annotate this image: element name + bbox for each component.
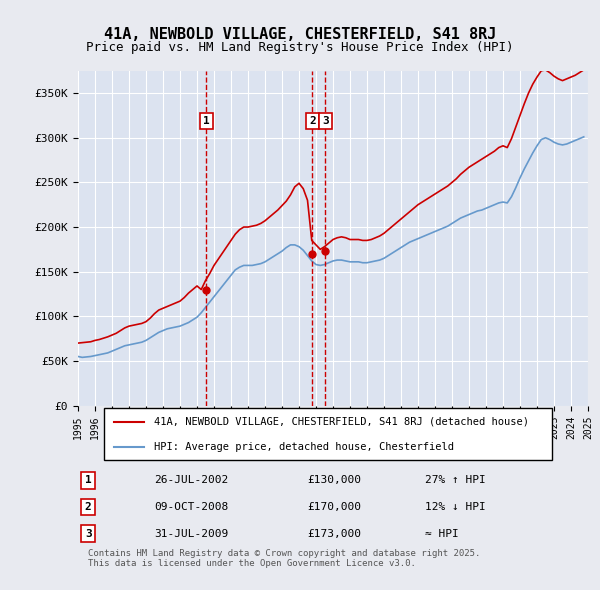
Text: 09-OCT-2008: 09-OCT-2008 [155, 502, 229, 512]
Text: 3: 3 [85, 529, 92, 539]
Text: 2: 2 [309, 116, 316, 126]
Text: 31-JUL-2009: 31-JUL-2009 [155, 529, 229, 539]
Text: 1: 1 [85, 476, 92, 486]
Text: 12% ↓ HPI: 12% ↓ HPI [425, 502, 485, 512]
Text: 27% ↑ HPI: 27% ↑ HPI [425, 476, 485, 486]
Text: ≈ HPI: ≈ HPI [425, 529, 458, 539]
Text: 3: 3 [322, 116, 329, 126]
FancyBboxPatch shape [104, 408, 552, 460]
Text: 26-JUL-2002: 26-JUL-2002 [155, 476, 229, 486]
Text: £170,000: £170,000 [308, 502, 361, 512]
Text: 41A, NEWBOLD VILLAGE, CHESTERFIELD, S41 8RJ: 41A, NEWBOLD VILLAGE, CHESTERFIELD, S41 … [104, 27, 496, 41]
Text: Contains HM Land Registry data © Crown copyright and database right 2025.
This d: Contains HM Land Registry data © Crown c… [88, 549, 481, 568]
Text: 2: 2 [85, 502, 92, 512]
Text: 1: 1 [203, 116, 209, 126]
Text: 41A, NEWBOLD VILLAGE, CHESTERFIELD, S41 8RJ (detached house): 41A, NEWBOLD VILLAGE, CHESTERFIELD, S41 … [155, 417, 530, 427]
Text: £130,000: £130,000 [308, 476, 361, 486]
Text: HPI: Average price, detached house, Chesterfield: HPI: Average price, detached house, Ches… [155, 442, 455, 452]
Text: £173,000: £173,000 [308, 529, 361, 539]
Text: Price paid vs. HM Land Registry's House Price Index (HPI): Price paid vs. HM Land Registry's House … [86, 41, 514, 54]
